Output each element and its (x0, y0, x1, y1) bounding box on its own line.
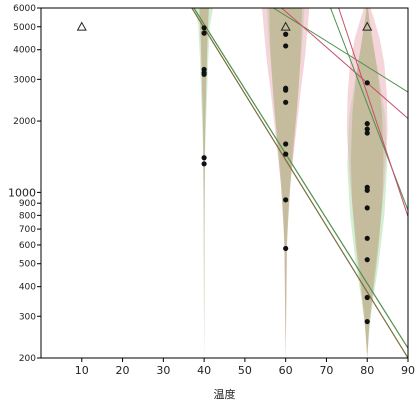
x-tick-label-1: 20 (116, 364, 130, 377)
data-point-18 (364, 126, 370, 132)
y-tick-label-0: 200 (19, 354, 36, 364)
data-point-22 (364, 205, 370, 211)
data-point-24 (364, 257, 370, 263)
y-tick-label-10: 3000 (13, 75, 36, 85)
fit-line-5 (338, 8, 408, 217)
x-tick-label-7: 80 (360, 364, 374, 377)
data-point-19 (364, 130, 370, 136)
data-point-5 (201, 155, 207, 161)
fit-line-1 (193, 8, 408, 349)
data-point-26 (364, 318, 370, 325)
data-point-13 (283, 151, 289, 157)
data-point-7 (283, 31, 289, 37)
x-tick-label-3: 40 (197, 364, 211, 377)
data-point-11 (283, 99, 289, 105)
y-tick-label-3: 500 (19, 260, 36, 270)
y-tick-label-7: 900 (19, 199, 36, 209)
data-point-6 (201, 161, 207, 167)
x-axis-title: 温度 (214, 387, 236, 401)
censored-point-1 (280, 21, 291, 31)
fit-line-2 (273, 8, 408, 93)
x-axis: 10 20 30 40 50 60 70 80 90 (75, 358, 415, 377)
data-point-8 (283, 43, 289, 49)
y-tick-label-13: 6000 (13, 4, 36, 14)
data-points (201, 25, 370, 325)
data-point-12 (283, 141, 289, 147)
y-tick-label-12: 5000 (13, 23, 36, 33)
y-tick-label-4: 600 (19, 241, 36, 251)
x-tick-label-0: 10 (75, 364, 89, 377)
y-tick-label-1: 300 (19, 312, 36, 322)
data-point-16 (364, 80, 370, 86)
censored-point-2 (362, 21, 373, 31)
data-point-23 (364, 235, 370, 241)
plot-frame (40, 7, 409, 359)
y-tick-label-11: 4000 (13, 46, 36, 56)
density-bands (195, 8, 388, 358)
data-point-25 (364, 294, 370, 301)
data-point-14 (283, 197, 289, 203)
x-tick-label-5: 60 (279, 364, 293, 377)
fit-line-3 (281, 8, 408, 119)
censored-point-0 (76, 21, 87, 31)
y-tick-label-6: 800 (19, 211, 36, 221)
fit-lines (191, 8, 408, 358)
x-tick-label-8: 90 (401, 364, 415, 377)
x-tick-label-4: 50 (238, 364, 252, 377)
x-tick-label-6: 70 (319, 364, 333, 377)
censored-markers (76, 21, 373, 31)
y-tick-label-2: 400 (19, 283, 36, 293)
fit-line-0 (191, 8, 408, 358)
y-tick-label-5: 700 (19, 225, 36, 235)
data-point-1 (201, 30, 207, 36)
x-tick-label-2: 30 (156, 364, 170, 377)
density-band-5 (269, 8, 302, 358)
data-point-21 (364, 187, 370, 193)
y-tick-label-9: 2000 (13, 117, 36, 127)
data-point-10 (283, 87, 289, 93)
data-point-4 (201, 71, 207, 77)
density-band-2 (199, 8, 209, 358)
y-tick-label-8: 1000 (8, 186, 36, 199)
data-point-0 (201, 25, 207, 31)
data-point-17 (364, 121, 370, 127)
data-point-15 (283, 245, 289, 252)
